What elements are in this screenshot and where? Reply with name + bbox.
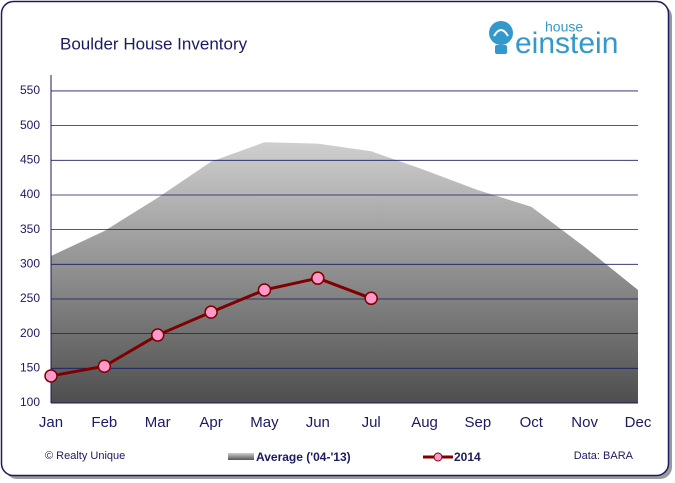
legend-swatch (228, 453, 254, 460)
x-tick-label: Jul (362, 414, 381, 431)
y-tick-label: 300 (20, 256, 40, 270)
logo-bulb (489, 21, 513, 45)
y-tick-label: 500 (20, 118, 40, 132)
marker (311, 271, 325, 285)
chart-title: Boulder House Inventory (60, 34, 248, 53)
legend-label: Average ('04-'13) (256, 450, 351, 464)
y-tick-label: 450 (20, 152, 40, 166)
x-tick-label: May (250, 414, 279, 431)
logo-bottom: einstein (515, 27, 618, 60)
y-tick-label: 100 (20, 395, 40, 409)
x-tick-label: Nov (571, 414, 598, 431)
x-tick-label: Dec (625, 414, 652, 431)
marker (364, 291, 378, 306)
logo-bulb-base (495, 45, 507, 54)
x-tick-label: Jun (306, 414, 330, 431)
marker (97, 359, 112, 373)
footer-right: Data: BARA (574, 450, 634, 462)
marker (150, 328, 165, 342)
x-tick-label: Mar (145, 414, 171, 431)
logo: house einstein (489, 19, 618, 60)
y-tick-label: 250 (20, 291, 40, 305)
x-tick-label: Feb (91, 414, 117, 431)
logo-filament (493, 29, 509, 37)
y-tick-label: 150 (20, 360, 40, 374)
x-tick-label: Aug (411, 414, 438, 431)
x-tick-label: Apr (199, 414, 222, 431)
y-tick-label: 200 (20, 326, 40, 340)
x-tick-label: Jan (39, 414, 63, 431)
legend-marker (433, 452, 443, 462)
area (51, 142, 638, 403)
logo-top: house (545, 19, 583, 35)
legend-label: 2014 (454, 450, 481, 464)
x-tick-label: Oct (520, 414, 544, 431)
legend: Average ('04-'13) 2014 (228, 450, 481, 464)
marker (204, 305, 218, 319)
footer-left: © Realty Unique (45, 450, 125, 462)
plot: 100 150 200 250 300 350 400 450 500 550 Jan Feb Mar A… (20, 75, 652, 431)
y-tick-label: 550 (20, 83, 40, 97)
y-tick-label: 350 (20, 222, 40, 236)
marker (257, 283, 272, 297)
y-tick-label: 400 (20, 187, 40, 201)
x-tick-label: Sep (465, 414, 492, 431)
marker (44, 369, 58, 383)
